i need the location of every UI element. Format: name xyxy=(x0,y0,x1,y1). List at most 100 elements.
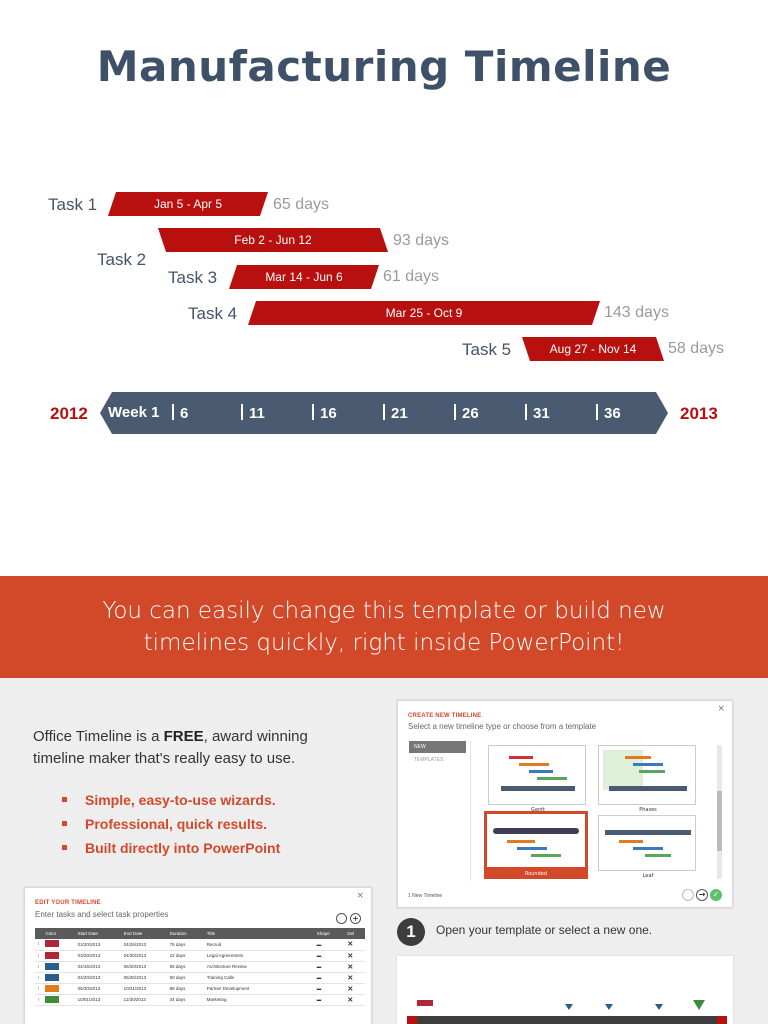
end-date[interactable]: 06/30/2013 xyxy=(120,972,167,984)
banner-line-2: timelines quickly, right inside PowerPoi… xyxy=(143,630,625,656)
delete-icon[interactable]: ✕ xyxy=(344,939,365,951)
color-swatch[interactable] xyxy=(45,995,60,1003)
week-label: 6 xyxy=(180,405,189,422)
tick-mark xyxy=(312,404,314,420)
template-phases[interactable]: Phases xyxy=(598,745,696,813)
step-number: 1 xyxy=(397,918,425,946)
tick-mark xyxy=(172,404,174,420)
start-date[interactable]: 10/01/2013 xyxy=(74,994,121,1006)
task-title[interactable]: Marketing xyxy=(203,994,314,1006)
color-swatch[interactable] xyxy=(45,962,60,970)
duration: 76 days xyxy=(166,939,204,951)
next-icon[interactable]: → xyxy=(696,889,708,901)
close-icon[interactable]: × xyxy=(717,704,725,714)
start-date[interactable]: 04/20/2013 xyxy=(74,972,121,984)
color-swatch[interactable] xyxy=(45,984,60,992)
template-label: Leaf xyxy=(642,873,654,879)
task-label: Task 1 xyxy=(48,195,98,214)
page-title: Manufacturing Timeline xyxy=(96,42,672,91)
task-title[interactable]: Training Calls xyxy=(203,972,314,984)
shape-icon[interactable]: ▬ xyxy=(313,983,345,995)
table-row[interactable]: ⁝ 03/20/2013 04/30/2013 22 days Legal Agreem… xyxy=(35,950,365,962)
table-row[interactable]: ⁝ 06/30/2013 10/31/2013 88 days Partner Deve… xyxy=(35,983,365,995)
duration: 88 days xyxy=(166,983,204,995)
task-title[interactable]: Partner Development xyxy=(203,983,314,995)
table-header: Start Date xyxy=(74,928,121,939)
task-bar: Feb 2 - Jun 12 xyxy=(158,228,388,252)
end-date[interactable]: 04/30/2013 xyxy=(120,950,167,962)
task-title[interactable]: Legal Agreements xyxy=(203,950,314,962)
template-gantt[interactable]: Gantt xyxy=(488,745,586,813)
template-leaf[interactable]: Leaf xyxy=(598,815,696,879)
rounded-thumbnail xyxy=(487,814,585,867)
done-icon[interactable]: ✓ xyxy=(710,889,722,901)
delete-icon[interactable]: ✕ xyxy=(344,950,365,962)
table-header: Color xyxy=(42,928,75,939)
nav-templates[interactable]: TEMPLATES xyxy=(414,757,444,763)
table-row[interactable]: ⁝ 10/01/2013 11/30/2013 34 days Marketing ▬ ✕ xyxy=(35,994,365,1006)
table-row[interactable]: ⁝ 01/20/2013 04/26/2013 76 days Recruit ▬ ✕ xyxy=(35,939,365,951)
tick-mark xyxy=(383,404,385,420)
shape-icon[interactable]: ▬ xyxy=(313,972,345,984)
feature-item: Simple, easy-to-use wizards. xyxy=(62,788,280,812)
intro-suffix: , award winning timeline maker that's re… xyxy=(33,728,308,767)
shape-icon[interactable]: ▬ xyxy=(313,961,345,973)
week-label: 31 xyxy=(533,405,550,422)
rounded-thumbnail-icon xyxy=(493,828,579,857)
timeline-preview xyxy=(397,956,733,1024)
week-tick: 31 xyxy=(525,404,550,422)
color-swatch[interactable] xyxy=(45,940,60,948)
shape-icon[interactable]: ▬ xyxy=(313,950,345,962)
edit-timeline-dialog: EDIT YOUR TIMELINE Enter tasks and selec… xyxy=(24,887,372,1024)
feature-list: Simple, easy-to-use wizards. Professiona… xyxy=(62,788,280,860)
template-rounded[interactable]: Rounded xyxy=(484,811,588,879)
color-swatch[interactable] xyxy=(45,973,60,981)
color-swatch[interactable] xyxy=(45,951,60,959)
end-date[interactable]: 06/30/2013 xyxy=(120,961,167,973)
scrollbar-thumb[interactable] xyxy=(717,791,722,851)
start-date[interactable]: 01/20/2013 xyxy=(74,939,121,951)
shape-icon[interactable]: ▬ xyxy=(313,939,345,951)
end-date[interactable]: 04/26/2013 xyxy=(120,939,167,951)
intro-prefix: Office Timeline is a xyxy=(33,728,164,745)
start-date[interactable]: 03/20/2013 xyxy=(74,950,121,962)
nav-new[interactable]: NEW xyxy=(409,741,466,753)
end-date[interactable]: 11/30/2013 xyxy=(120,994,167,1006)
task-duration: 61 days xyxy=(383,268,440,285)
tick-mark xyxy=(241,404,243,420)
settings-icon[interactable] xyxy=(336,913,347,924)
duration: 22 days xyxy=(166,950,204,962)
task-label: Task 2 xyxy=(97,250,147,269)
table-header: Shape xyxy=(313,928,345,939)
template-label: Phases xyxy=(639,807,657,813)
add-icon[interactable]: + xyxy=(350,913,361,924)
task-bar: Jan 5 - Apr 5 xyxy=(108,192,268,216)
delete-icon[interactable]: ✕ xyxy=(344,961,365,973)
task-table: Color Start Date End Date Duration Title… xyxy=(35,928,365,1006)
scrollbar[interactable] xyxy=(717,745,722,879)
week-label: 21 xyxy=(391,405,408,422)
banner-line-1: You can easily change this template or b… xyxy=(102,598,666,624)
week-tick: 26 xyxy=(454,404,479,422)
end-date[interactable]: 10/31/2013 xyxy=(120,983,167,995)
task-title[interactable]: Recruit xyxy=(203,939,314,951)
template-label: Gantt xyxy=(530,807,546,813)
start-date[interactable]: 04/15/2013 xyxy=(74,961,121,973)
delete-icon[interactable]: ✕ xyxy=(344,994,365,1006)
back-icon[interactable] xyxy=(682,889,694,901)
dialog-subtitle: Select a new timeline type or choose fro… xyxy=(408,722,597,731)
task-duration: 143 days xyxy=(604,304,669,321)
end-year: 2013 xyxy=(680,404,718,423)
delete-icon[interactable]: ✕ xyxy=(344,983,365,995)
delete-icon[interactable]: ✕ xyxy=(344,972,365,984)
task-label: Task 3 xyxy=(168,268,218,287)
start-date[interactable]: 06/30/2013 xyxy=(74,983,121,995)
table-row[interactable]: ⁝ 04/20/2013 06/30/2013 50 days Training Cal… xyxy=(35,972,365,984)
task-duration: 93 days xyxy=(393,232,450,249)
table-row[interactable]: ⁝ 04/15/2013 06/30/2013 55 days Architecture… xyxy=(35,961,365,973)
duration: 34 days xyxy=(166,994,204,1006)
task-title[interactable]: Architecture Review xyxy=(203,961,314,973)
gantt-thumbnail-icon xyxy=(501,756,575,791)
close-icon[interactable]: × xyxy=(356,891,364,901)
shape-icon[interactable]: ▬ xyxy=(313,994,345,1006)
